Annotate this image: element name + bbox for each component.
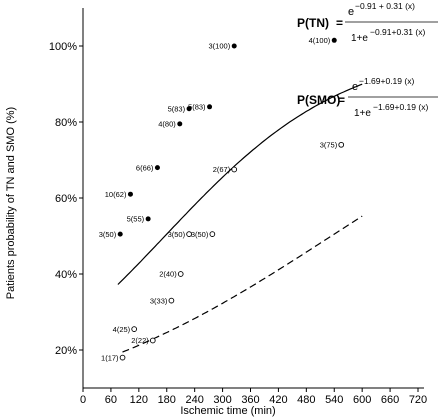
tn-data-point <box>127 191 133 197</box>
smo-data-point <box>149 337 156 344</box>
smo-data-point <box>338 141 345 148</box>
y-tick-label: 20% <box>55 345 77 357</box>
x-tick-label: 240 <box>185 394 203 406</box>
fitted-curves <box>117 83 363 353</box>
tn-data-point <box>186 106 192 112</box>
x-tick-label: 600 <box>353 394 371 406</box>
x-tick-label: 480 <box>297 394 315 406</box>
smo-data-point <box>131 326 138 332</box>
tn-point-label: 5(83) <box>168 104 186 113</box>
smo-formula-equals: = <box>338 93 345 107</box>
smo-point-label: 1(17) <box>101 353 119 362</box>
axis-ticks: 0 60 120 180 240 300 360 420 480 540 600 660 720 20% 4… <box>49 41 427 406</box>
tn-point-label: 4(80) <box>158 120 176 129</box>
data-markers <box>117 37 345 361</box>
smo-data-point <box>209 231 216 237</box>
smo-formula-name: P(SMO) <box>297 93 340 107</box>
smo-data-point <box>186 231 192 237</box>
data-point-labels: 3(100) 4(100) 5(83) 5(83) 4(80) 6(66) 10(62) 5(… <box>99 36 338 362</box>
x-tick-label: 0 <box>80 394 86 406</box>
smo-data-point <box>177 271 184 277</box>
x-tick-label: 420 <box>269 394 287 406</box>
x-tick-label: 360 <box>241 394 259 406</box>
tn-data-point <box>177 121 183 127</box>
y-tick-label: 100% <box>49 41 77 53</box>
tn-point-label: 4(100) <box>309 36 331 45</box>
tn-numerator-base: e <box>348 6 354 18</box>
tn-data-point <box>145 216 151 222</box>
smo-point-label: 3(33) <box>150 296 168 305</box>
smo-data-point <box>119 354 126 361</box>
x-tick-label: 660 <box>381 394 399 406</box>
tn-formula: P(TN) = e −0.91 + 0.31 (x) 1+e −0.91+0.3… <box>297 1 438 44</box>
tn-numerator-exponent: −0.91 + 0.31 (x) <box>355 1 415 11</box>
y-tick-label: 40% <box>55 269 77 281</box>
tn-data-point <box>117 231 123 237</box>
smo-denominator-exponent: −1.69+0.19 (x) <box>373 102 428 112</box>
tn-data-point <box>331 37 337 43</box>
tn-data-point <box>154 165 160 171</box>
smo-data-point <box>168 297 175 304</box>
tn-point-label: 5(55) <box>127 215 145 224</box>
tn-data-point <box>207 104 213 110</box>
tn-denominator-exponent: −0.91+0.31 (x) <box>370 27 425 37</box>
smo-formula: P(SMO) = e −1.69+0.19 (x) 1+e −1.69+0.19… <box>297 76 438 119</box>
smo-point-label: 4(25) <box>113 325 131 334</box>
y-axis-title: Patients probability of TN and SMO (%) <box>5 107 17 299</box>
x-axis-title: Ischemic time (min) <box>180 405 275 417</box>
tn-formula-name: P(TN) <box>297 16 329 30</box>
tn-denominator: 1+e <box>351 33 368 44</box>
smo-numerator-base: e <box>352 81 358 93</box>
smo-point-label: 2(40) <box>159 270 177 279</box>
smo-point-label: 3(50) <box>191 230 209 239</box>
tn-point-label: 6(66) <box>136 163 154 172</box>
smo-point-label: 3(75) <box>320 141 338 150</box>
y-tick-label: 80% <box>55 117 77 129</box>
tn-formula-equals: = <box>336 16 343 30</box>
tn-data-point <box>231 43 237 49</box>
y-tick-label: 60% <box>55 193 77 205</box>
tn-point-label: 10(62) <box>105 190 127 199</box>
tn-fit-curve <box>117 83 363 285</box>
x-tick-label: 540 <box>325 394 343 406</box>
tn-point-label: 5(83) <box>188 103 206 112</box>
smo-fit-curve <box>122 215 363 353</box>
smo-numerator-exponent: −1.69+0.19 (x) <box>359 76 414 86</box>
smo-data-point <box>231 166 238 173</box>
x-tick-label: 60 <box>105 394 117 406</box>
x-tick-label: 120 <box>130 394 148 406</box>
x-tick-label: 180 <box>158 394 176 406</box>
tn-point-label: 3(100) <box>209 42 231 51</box>
x-tick-label: 720 <box>409 394 427 406</box>
x-tick-label: 300 <box>213 394 231 406</box>
smo-denominator: 1+e <box>354 108 371 119</box>
smo-point-label: 2(22) <box>131 336 149 345</box>
tn-point-label: 3(50) <box>99 230 117 239</box>
smo-point-label: 2(67) <box>213 165 231 174</box>
smo-point-label: 3(50) <box>168 230 186 239</box>
